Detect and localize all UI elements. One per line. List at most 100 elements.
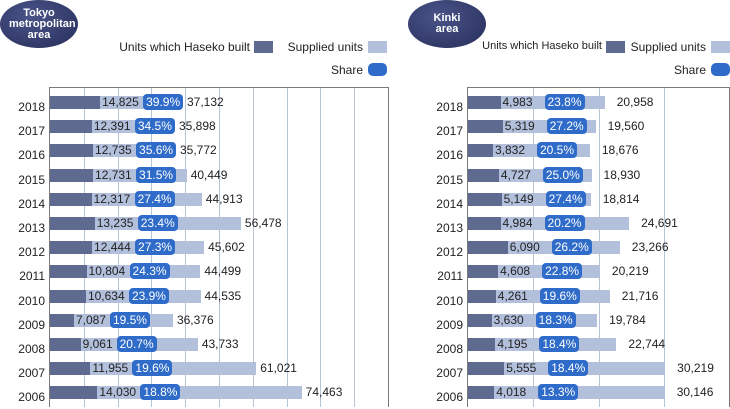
supplied-value-label: 22,744 <box>628 337 666 351</box>
chart-title: Kinki area <box>433 12 461 35</box>
supplied-value-label: 37,132 <box>187 95 224 109</box>
year-label: 2017 <box>18 124 45 139</box>
legend-supplied-swatch <box>368 41 387 53</box>
supplied-value-label: 44,913 <box>205 191 243 206</box>
year-label: 2008 <box>436 342 463 356</box>
year-label: 2015 <box>436 172 463 187</box>
haseko-bar <box>468 313 492 327</box>
year-label: 2009 <box>436 317 463 332</box>
haseko-value-label: 3,832 <box>495 143 526 158</box>
share-pill: 18.4% <box>539 336 580 352</box>
haseko-bar <box>468 120 503 134</box>
legend-haseko-swatch <box>254 41 273 53</box>
legend-share-swatch <box>711 63 730 76</box>
haseko-value-label: 11,955 <box>92 361 129 376</box>
supplied-value-label: 19,560 <box>607 119 645 134</box>
share-pill: 27.4% <box>545 190 586 207</box>
supplied-value-label: 43,733 <box>201 337 239 351</box>
supplied-value-label: 19,784 <box>609 312 646 327</box>
year-label: 2017 <box>436 124 463 139</box>
share-pill: 25.0% <box>542 166 583 183</box>
supplied-value-label: 44,535 <box>204 288 242 303</box>
supplied-value-label: 20,958 <box>616 95 654 109</box>
haseko-value-label: 5,319 <box>504 119 535 134</box>
haseko-value-label: 5,149 <box>503 191 534 206</box>
haseko-bar <box>50 144 94 158</box>
year-label: 2013 <box>18 221 45 235</box>
share-pill: 13.3% <box>538 384 579 401</box>
share-pill: 35.6% <box>136 142 177 159</box>
haseko-value-label: 12,735 <box>95 143 132 158</box>
haseko-value-label: 13,235 <box>96 216 134 230</box>
gridline <box>286 88 288 407</box>
haseko-bar <box>468 265 499 279</box>
supplied-value-label: 40,449 <box>190 167 228 182</box>
haseko-bar <box>50 120 92 134</box>
legend-supplied-swatch <box>711 41 730 53</box>
haseko-value-label: 9,061 <box>82 337 113 351</box>
haseko-bar <box>468 241 508 255</box>
haseko-bar <box>468 144 493 158</box>
share-pill: 20.5% <box>537 142 578 159</box>
haseko-bar <box>468 96 501 109</box>
supplied-value-label: 18,676 <box>601 143 639 158</box>
haseko-value-label: 12,444 <box>94 240 131 255</box>
haseko-value-label: 4,727 <box>500 167 531 182</box>
year-label: 2012 <box>18 245 45 260</box>
supplied-value-label: 30,219 <box>677 361 714 376</box>
share-pill: 18.8% <box>140 384 181 401</box>
haseko-value-label: 3,630 <box>493 312 524 327</box>
gridline <box>354 88 356 407</box>
haseko-bar <box>468 192 502 206</box>
year-label: 2011 <box>437 269 463 284</box>
year-label: 2007 <box>436 366 463 381</box>
gridline <box>252 88 254 407</box>
supplied-value-label: 74,463 <box>305 385 343 400</box>
haseko-value-label: 4,195 <box>497 337 528 351</box>
year-label: 2018 <box>18 100 45 114</box>
supplied-value-label: 20,219 <box>611 264 649 279</box>
haseko-value-label: 7,087 <box>75 312 106 327</box>
supplied-value-label: 18,814 <box>602 191 640 206</box>
share-pill: 27.4% <box>134 190 175 207</box>
haseko-bar <box>50 217 95 230</box>
haseko-bar <box>50 313 74 327</box>
supplied-value-label: 21,716 <box>621 288 659 303</box>
legend-share-swatch <box>368 63 387 76</box>
share-pill: 23.8% <box>544 94 585 110</box>
supplied-value-label: 36,376 <box>176 312 214 327</box>
haseko-value-label: 10,634 <box>87 288 125 303</box>
legend-share-label: Share <box>673 63 706 77</box>
haseko-bar <box>50 168 94 182</box>
kinki-chart: 4,983 23.8% 20,958 5,319 27.2% 19,560 3,832 20.… <box>467 87 730 407</box>
legend-haseko-label: Units which Haseko built <box>482 40 602 52</box>
haseko-value-label: 14,030 <box>99 385 137 400</box>
supplied-value-label: 44,499 <box>204 264 242 279</box>
share-pill: 27.3% <box>135 239 176 256</box>
year-label: 2011 <box>19 269 45 284</box>
year-label: 2010 <box>436 293 463 308</box>
chart-title: Tokyo metropolitan area <box>9 6 76 41</box>
share-pill: 19.6% <box>539 287 580 304</box>
share-pill: 23.9% <box>128 287 169 304</box>
share-pill: 39.9% <box>143 94 184 110</box>
legend-share-label: Share <box>330 63 363 77</box>
gridline <box>663 88 665 407</box>
badge-tokyo: Tokyo metropolitan area <box>0 0 78 48</box>
share-pill: 20.2% <box>544 215 585 231</box>
haseko-bar <box>468 362 505 376</box>
share-pill: 23.4% <box>137 215 178 231</box>
year-label: 2006 <box>18 390 45 405</box>
haseko-bar <box>468 168 499 182</box>
haseko-value-label: 14,825 <box>102 95 139 109</box>
haseko-bar <box>50 386 98 400</box>
share-pill: 20.7% <box>116 336 157 352</box>
year-label: 2012 <box>436 245 463 260</box>
haseko-value-label: 12,317 <box>93 191 131 206</box>
haseko-value-label: 4,983 <box>502 95 533 109</box>
haseko-bar <box>50 265 87 279</box>
year-label: 2015 <box>18 172 45 187</box>
share-pill: 34.5% <box>134 118 175 135</box>
share-pill: 18.4% <box>548 360 589 377</box>
haseko-value-label: 4,984 <box>502 216 533 230</box>
